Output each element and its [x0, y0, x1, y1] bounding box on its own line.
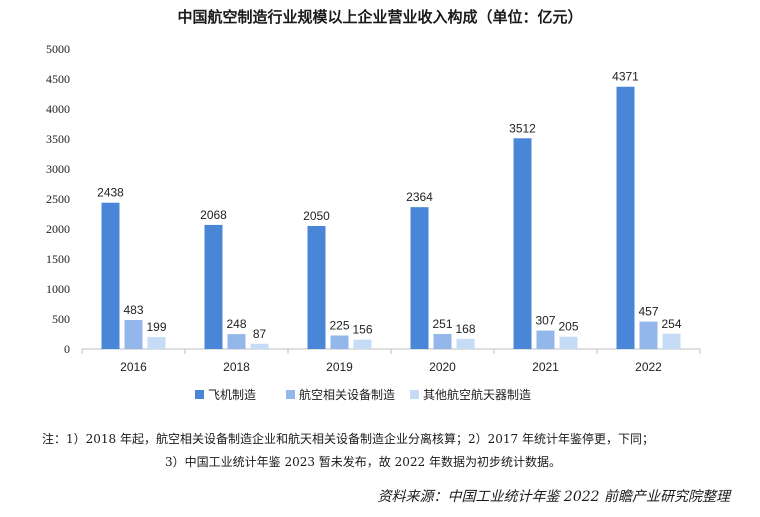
legend-label: 其他航空航天器制造	[423, 387, 531, 402]
bar	[227, 334, 246, 349]
data-label: 168	[455, 322, 475, 336]
data-label: 2068	[200, 208, 227, 222]
data-label: 199	[146, 320, 166, 334]
bar	[662, 333, 681, 349]
y-tick-label: 4500	[46, 72, 70, 86]
x-tick-label: 2021	[532, 360, 559, 374]
legend-label: 航空相关设备制造	[299, 387, 395, 402]
legend-swatch	[195, 390, 204, 399]
bar	[433, 333, 452, 349]
y-tick-label: 1000	[46, 282, 70, 296]
data-label: 307	[535, 314, 555, 328]
y-tick-label: 2500	[46, 192, 70, 206]
x-tick-label: 2016	[120, 360, 147, 374]
bar	[616, 86, 635, 350]
data-label: 2364	[406, 190, 433, 204]
x-tick-label: 2019	[326, 360, 353, 374]
data-label: 4371	[612, 70, 639, 84]
bar	[410, 207, 429, 349]
bar	[204, 224, 223, 349]
y-tick-label: 3000	[46, 162, 70, 176]
data-label: 225	[329, 319, 349, 333]
y-tick-label: 1500	[46, 252, 70, 266]
bar	[513, 138, 532, 349]
data-label: 251	[432, 317, 452, 331]
bar	[353, 339, 372, 349]
x-tick-label: 2022	[635, 360, 662, 374]
y-tick-label: 4000	[46, 102, 70, 116]
y-tick-label: 5000	[46, 42, 70, 56]
data-label: 87	[253, 327, 267, 341]
source-credit: 资料来源：中国工业统计年鉴 2022 前瞻产业研究院整理	[377, 489, 730, 505]
x-tick-label: 2020	[429, 360, 456, 374]
bar	[307, 226, 326, 349]
bar	[147, 337, 166, 349]
bar	[330, 335, 349, 349]
data-label: 483	[123, 303, 143, 317]
bar	[639, 321, 658, 349]
bar	[101, 202, 120, 349]
bar	[250, 343, 269, 349]
data-label: 2438	[97, 186, 124, 200]
bar	[456, 338, 475, 349]
y-tick-label: 500	[52, 312, 70, 326]
data-label: 205	[558, 320, 578, 334]
bar-chart: 0 500 1000 1500 2000 2500 3000 3500 4000 4500 5000…	[46, 42, 701, 402]
data-label: 2050	[303, 209, 330, 223]
bar	[536, 330, 555, 349]
y-tick-label: 3500	[46, 132, 70, 146]
bar	[559, 336, 578, 349]
legend-swatch	[410, 390, 419, 399]
data-label: 156	[352, 323, 372, 337]
data-label: 254	[661, 317, 681, 331]
y-tick-label: 2000	[46, 222, 70, 236]
bar	[124, 320, 143, 349]
x-tick-label: 2018	[223, 360, 250, 374]
y-tick-label: 0	[64, 342, 70, 356]
data-label: 248	[226, 317, 246, 331]
footnote-line-1: 注：1）2018 年起，航空相关设备制造企业和航天相关设备制造企业分离核算；2）…	[42, 432, 654, 446]
footnote-line-2: 3）中国工业统计年鉴 2023 暂未发布，故 2022 年数据为初步统计数据。	[165, 455, 561, 469]
chart-title: 中国航空制造行业规模以上企业营业收入构成（单位：亿元）	[177, 8, 583, 26]
data-label: 457	[638, 305, 658, 319]
legend-label: 飞机制造	[208, 388, 256, 402]
legend-swatch	[286, 390, 295, 399]
data-label: 3512	[509, 121, 536, 135]
